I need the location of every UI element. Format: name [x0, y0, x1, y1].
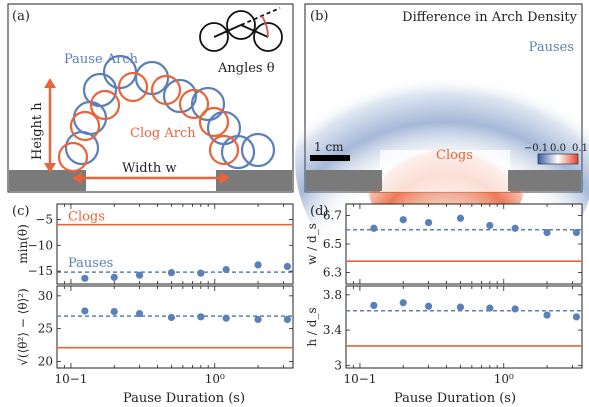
data-point [399, 299, 407, 307]
data-point [424, 218, 433, 227]
data-point [511, 305, 519, 313]
data-point [511, 224, 519, 232]
clogs-line-label: Clogs [68, 210, 105, 225]
data-point [370, 224, 378, 232]
x-tick-label: 10−1 [54, 372, 87, 386]
plot-frame [56, 203, 294, 285]
data-point [543, 228, 551, 237]
data-point [399, 216, 407, 224]
data-point [254, 261, 262, 269]
right-wall [216, 170, 292, 191]
panel-d-letter: (d) [310, 204, 328, 219]
plot-frame [56, 285, 294, 369]
data-point [167, 313, 176, 322]
pauses-line-label: Pauses [68, 256, 113, 271]
y-axis-label: h / d_s [305, 307, 319, 346]
colorbar [537, 153, 579, 165]
data-point [486, 304, 494, 312]
data-point [283, 315, 292, 324]
data-point [81, 307, 89, 315]
x-tick-label: 10⁰ [494, 372, 514, 386]
data-point [222, 265, 230, 274]
right-wall-b [508, 170, 581, 191]
plot-frame [345, 203, 583, 285]
y-tick-label: 3.8 [323, 288, 342, 302]
data-point [110, 307, 118, 316]
panel-c-letter: (c) [12, 204, 29, 219]
clog-arch [57, 71, 240, 173]
angles-label: Angles θ [217, 61, 275, 76]
data-point [222, 314, 230, 322]
data-point [135, 309, 144, 318]
y-axis-label: w / d_s [305, 223, 319, 265]
y-tick-label: 25 [38, 322, 53, 336]
width-arrow [72, 172, 230, 184]
x-axis-label-d: Pause Duration (s) [394, 391, 516, 406]
data-point [486, 221, 494, 230]
plot-frame [345, 285, 583, 369]
y-tick-label: −10 [28, 238, 53, 252]
data-point [197, 313, 205, 321]
data-point [135, 271, 144, 279]
y-axis-label: min(θ) [16, 224, 30, 264]
panel-b-title: Difference in Arch Density [402, 10, 577, 25]
y-axis-label: √(⟨θ²⟩ − ⟨θ⟩²) [16, 288, 30, 366]
panel-a-letter: (a) [12, 9, 30, 24]
left-wall [9, 170, 86, 191]
data-point [456, 303, 465, 311]
y-tick-label: −15 [28, 264, 53, 278]
x-axis-label-c: Pause Duration (s) [123, 391, 245, 406]
colorbar-tick-zero: 0.0 [550, 143, 566, 154]
width-label: Width w [122, 161, 176, 176]
data-point [81, 274, 89, 282]
y-tick-label: −5 [35, 212, 53, 226]
panel-b-letter: (b) [310, 9, 328, 24]
left-wall-b [306, 170, 382, 191]
pause-arch [64, 54, 276, 170]
data-point [456, 214, 465, 222]
y-tick-label: 3 [334, 358, 342, 372]
data-point [197, 269, 205, 277]
subplot-3: 6.3 6.5 6.7 w / d_s [305, 203, 583, 285]
angles-inset [199, 7, 283, 52]
data-point [110, 273, 118, 281]
colorbar-tick-pos: 0.1 [572, 143, 588, 154]
scale-bar [310, 155, 350, 161]
x-tick-label: 10⁰ [205, 372, 225, 386]
data-point [572, 228, 581, 237]
panel-a: (a) Pause Arch Cl [7, 3, 294, 193]
data-point [283, 262, 292, 271]
subplot-2: 10−1 10⁰ 20 25 30 √(⟨θ²⟩ − ⟨θ⟩²) [16, 285, 294, 386]
data-point [572, 313, 581, 321]
clogs-label: Clogs [436, 148, 473, 163]
y-tick-label: 3.4 [323, 323, 342, 337]
colorbar-tick-neg: −0.1 [524, 143, 548, 154]
subplot-4: 10−1 10⁰ 3 3.4 3.8 h / d_s [305, 285, 583, 386]
y-tick-label: 20 [38, 354, 53, 368]
data-point [167, 269, 176, 277]
aperture-light [380, 150, 510, 192]
scale-label: 1 cm [314, 140, 344, 154]
height-label: Height h [30, 102, 45, 160]
data-point [370, 301, 378, 309]
data-point [424, 302, 433, 310]
y-tick-label: 6.7 [323, 208, 342, 222]
clog-arch-label: Clog Arch [130, 126, 196, 141]
pauses-label: Pauses [529, 40, 574, 55]
pause-arch-label: Pause Arch [64, 52, 139, 67]
data-point [254, 315, 262, 324]
height-arrow [44, 78, 56, 173]
data-point [543, 311, 551, 319]
y-tick-label: 6.5 [323, 237, 342, 251]
y-tick-label: 30 [38, 289, 53, 303]
x-tick-label: 10−1 [343, 372, 376, 386]
y-tick-label: 6.3 [323, 266, 342, 280]
